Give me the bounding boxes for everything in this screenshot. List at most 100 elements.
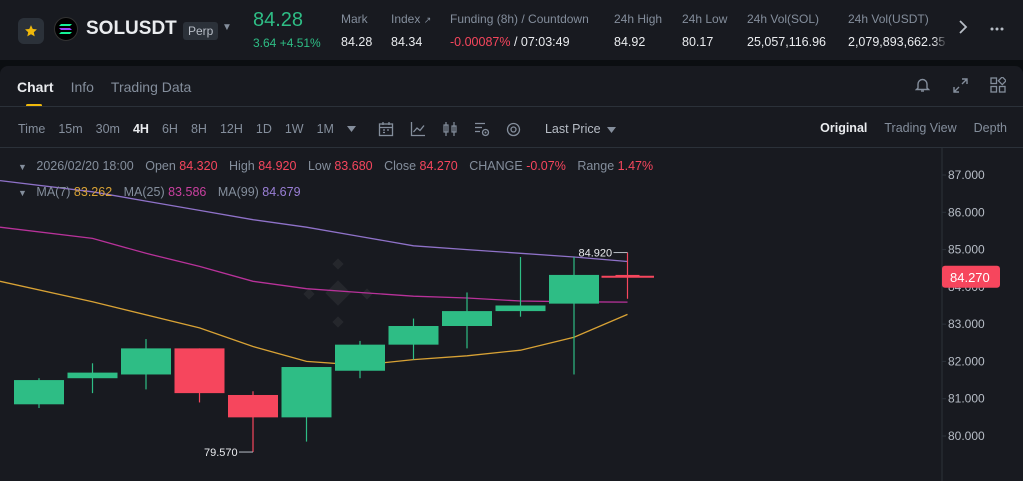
legend-change: -0.07% xyxy=(526,159,566,173)
timeframe-1m[interactable]: 1M xyxy=(316,122,334,136)
y-tick-label: 81.000 xyxy=(948,392,985,406)
chart-toolbar: Time 15m 30m 4H 6H 8H 12H 1D 1W 1M Last … xyxy=(18,121,617,137)
legend-change-label: CHANGE xyxy=(469,159,523,173)
tab-info[interactable]: Info xyxy=(70,79,94,95)
view-original[interactable]: Original xyxy=(820,121,868,135)
legend-ma25: 83.586 xyxy=(168,185,207,199)
stat-value: 84.34 xyxy=(391,35,423,49)
stat-24h-vol-usdt: 24h Vol(USDT) 2,079,893,662.35 xyxy=(848,12,948,49)
funding-countdown: / 07:03:49 xyxy=(513,35,570,49)
current-price-tag xyxy=(942,265,1000,288)
candle[interactable] xyxy=(549,257,599,375)
view-trading-view[interactable]: Trading View xyxy=(884,121,957,135)
symbol-dropdown-icon[interactable]: ▼ xyxy=(222,22,232,33)
stat-label: 24h Vol(SOL) xyxy=(747,12,820,26)
candle-style-icon[interactable] xyxy=(442,121,458,137)
indicators-icon[interactable] xyxy=(410,121,426,137)
timeframe-1w[interactable]: 1W xyxy=(284,122,304,136)
legend-open: 84.320 xyxy=(179,159,218,173)
calendar-icon[interactable] xyxy=(378,121,394,137)
candle-body xyxy=(335,344,385,371)
depth-marker-icon[interactable] xyxy=(506,122,521,137)
stat-label: Funding (8h) / Countdown xyxy=(450,12,589,26)
candle[interactable] xyxy=(495,257,546,317)
y-tick-label: 80.000 xyxy=(948,429,985,443)
divider xyxy=(0,106,1023,107)
stat-mark: Mark 84.28 xyxy=(341,12,372,49)
candle-body xyxy=(174,348,225,394)
timeframe-8h[interactable]: 8H xyxy=(190,122,207,136)
legend-close: 84.270 xyxy=(419,159,458,173)
candle[interactable] xyxy=(388,318,439,360)
candle-body xyxy=(495,305,546,312)
divider xyxy=(0,147,1023,148)
funding-rate: -0.00087% xyxy=(450,35,511,49)
ma25-line xyxy=(0,226,628,303)
y-tick-label: 87.000 xyxy=(948,168,985,182)
timeframe-6h[interactable]: 6H xyxy=(161,122,178,136)
chart-view-switch: Original Trading View Depth xyxy=(820,121,1007,135)
view-depth[interactable]: Depth xyxy=(973,121,1007,135)
timeframe-4h[interactable]: 4H xyxy=(132,122,149,136)
stat-label: 24h High xyxy=(614,12,663,26)
candle[interactable] xyxy=(228,391,278,453)
legend-range-label: Range xyxy=(577,159,615,173)
timeframe-30m[interactable]: 30m xyxy=(95,122,120,136)
tab-chart[interactable]: Chart xyxy=(17,79,54,107)
ma-legend: ▼ MA(7) 83.262 MA(25) 83.586 MA(99) 84.6… xyxy=(18,185,309,199)
ohlc-legend: ▼ 2026/02/20 18:00 Open 84.320 High 84.9… xyxy=(18,159,661,173)
y-tick-label: 83.000 xyxy=(948,317,985,331)
legend-high: 84.920 xyxy=(258,159,297,173)
expand-icon[interactable] xyxy=(951,76,969,94)
current-price-label: 84.270 xyxy=(950,270,990,285)
legend-ma25-label: MA(25) xyxy=(123,185,165,199)
stat-value: 84.28 xyxy=(341,35,373,49)
candle[interactable] xyxy=(281,367,332,442)
bell-icon[interactable] xyxy=(913,76,931,94)
candle-body xyxy=(67,372,118,379)
favorite-button[interactable] xyxy=(18,18,44,44)
stat-index[interactable]: Index ↗ 84.34 xyxy=(391,12,431,49)
candle-body xyxy=(442,311,492,327)
candle-body xyxy=(14,380,64,405)
legend-ma7-label: MA(7) xyxy=(36,185,71,199)
candle-body xyxy=(388,326,439,345)
timeframe-1d[interactable]: 1D xyxy=(255,122,272,136)
candle[interactable] xyxy=(121,339,171,390)
tab-trading-data[interactable]: Trading Data xyxy=(110,79,192,95)
timeframe-dropdown-icon[interactable] xyxy=(346,126,356,132)
legend-low: 83.680 xyxy=(334,159,373,173)
scroll-right-icon[interactable] xyxy=(958,20,968,39)
ticker-bar: SOLUSDT Perp ▼ 84.28 3.64 +4.51% Mark 84… xyxy=(0,0,1023,60)
stat-label: Index xyxy=(391,12,421,26)
chart-settings-icon[interactable] xyxy=(474,121,490,137)
star-icon xyxy=(25,25,37,37)
candle[interactable] xyxy=(174,348,225,403)
stat-value: 80.17 xyxy=(682,35,714,49)
stat-24h-low: 24h Low 80.17 xyxy=(682,12,727,49)
candle[interactable] xyxy=(14,378,64,409)
candle[interactable] xyxy=(615,252,640,299)
timeframe-time[interactable]: Time xyxy=(18,122,46,136)
price-type-select[interactable]: Last Price xyxy=(545,122,617,136)
candle[interactable] xyxy=(335,340,385,379)
panel-actions xyxy=(913,76,1007,94)
stat-value: 25,057,116.96 xyxy=(747,35,827,49)
collapse-icon[interactable]: ▼ xyxy=(18,162,27,172)
collapse-icon[interactable]: ▼ xyxy=(18,188,27,198)
timeframe-12h[interactable]: 12H xyxy=(219,122,243,136)
legend-ma99-label: MA(99) xyxy=(217,185,259,199)
stat-label: Mark xyxy=(341,12,368,26)
layout-grid-icon[interactable] xyxy=(989,76,1007,94)
more-options-icon[interactable] xyxy=(990,18,1004,36)
candle[interactable] xyxy=(67,363,118,394)
stat-funding: Funding (8h) / Countdown -0.00087% / 07:… xyxy=(450,12,589,49)
ma99-line xyxy=(0,179,628,263)
symbol-name[interactable]: SOLUSDT xyxy=(86,18,177,39)
legend-close-label: Close xyxy=(384,159,417,173)
timeframe-15m[interactable]: 15m xyxy=(58,122,83,136)
candle-body xyxy=(281,367,332,418)
candle[interactable] xyxy=(442,292,492,349)
